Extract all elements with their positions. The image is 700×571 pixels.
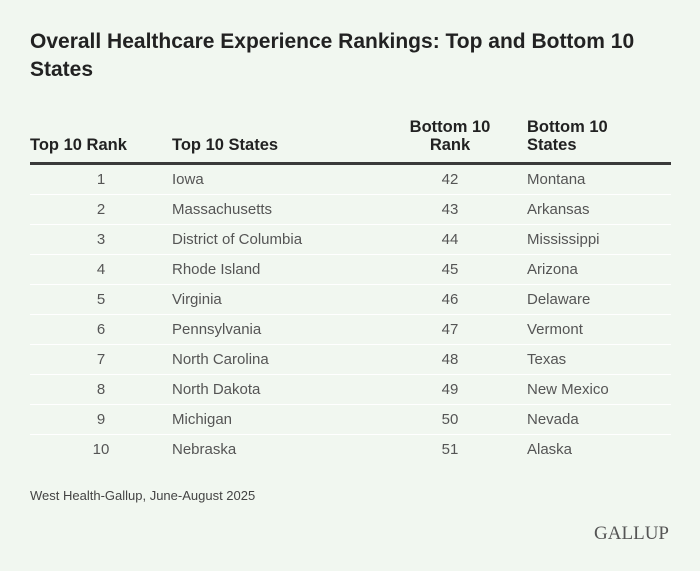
table-cell: Arkansas (513, 194, 671, 225)
table-row: 3 District of Columbia 44 Mississippi (30, 224, 671, 255)
table-cell: Montana (513, 163, 671, 195)
table-header-row: Top 10 Rank Top 10 States Bottom 10 Rank… (30, 118, 671, 165)
table-cell: 49 (387, 374, 513, 405)
table-cell: 44 (387, 224, 513, 255)
column-header: Top 10 Rank (30, 118, 172, 165)
table-cell: Arizona (513, 254, 671, 285)
column-header: Bottom 10 Rank (387, 118, 513, 165)
table-cell: 1 (30, 163, 172, 195)
table-cell: 46 (387, 284, 513, 315)
table-cell: 42 (387, 163, 513, 195)
table-cell: Rhode Island (172, 254, 387, 285)
table-cell: Mississippi (513, 224, 671, 255)
table-cell: Texas (513, 344, 671, 375)
table-cell: Nebraska (172, 441, 237, 458)
table-cell: 5 (30, 284, 172, 315)
table-cell: 43 (387, 194, 513, 225)
table-cell: 10 (92, 441, 110, 458)
table-cell: 48 (387, 344, 513, 375)
table-cell: 9 (30, 404, 172, 435)
column-header: Top 10 States (172, 118, 387, 165)
table-row: 7 North Carolina 48 Texas (30, 344, 671, 375)
column-header-text: Bottom 10 Rank (409, 118, 491, 154)
table-row: 4 Rhode Island 45 Arizona (30, 254, 671, 285)
source-note: West Health-Gallup, June-August 2025 (30, 488, 256, 503)
table-cell: Nevada (513, 404, 671, 435)
table-cell: Alaska (527, 441, 573, 458)
table-row: 5 Virginia 46 Delaware (30, 284, 671, 315)
table-row: 8 North Dakota 49 New Mexico (30, 374, 671, 405)
table-cell: Massachusetts (172, 194, 387, 225)
table-cell: 8 (30, 374, 172, 405)
table-cell: 6 (30, 314, 172, 345)
table-cell: Virginia (172, 284, 387, 315)
table-cell: Iowa (172, 163, 387, 195)
table-cell: North Dakota (172, 374, 387, 405)
table-cell: 47 (387, 314, 513, 345)
table-cell: Delaware (513, 284, 671, 315)
column-header-text: Bottom 10 States (527, 118, 608, 154)
table-cell: 4 (30, 254, 172, 285)
table-cell: 7 (30, 344, 172, 375)
table-cell: 3 (30, 224, 172, 255)
table-cell: North Carolina (172, 344, 387, 375)
table-cell: Vermont (513, 314, 671, 345)
rankings-table: Top 10 Rank Top 10 States Bottom 10 Rank… (30, 118, 671, 464)
table-cell: District of Columbia (172, 224, 387, 255)
table-row: 1 Iowa 42 Montana (30, 163, 671, 195)
chart-title: Overall Healthcare Experience Rankings: … (30, 30, 635, 81)
table-row: 6 Pennsylvania 47 Vermont (30, 314, 671, 345)
table-row: 9 Michigan 50 Nevada (30, 404, 671, 435)
table-row: 2 Massachusetts 43 Arkansas (30, 194, 671, 225)
table-cell: 45 (387, 254, 513, 285)
table-cell: 50 (387, 404, 513, 435)
column-header: Bottom 10 States (513, 118, 671, 165)
table-cell: Michigan (172, 404, 387, 435)
table-row: 10 Nebraska 51 Alaska (30, 435, 671, 465)
table-cell: Pennsylvania (172, 314, 387, 345)
gallup-logo: GALLUP (594, 523, 669, 544)
table-cell: 2 (30, 194, 172, 225)
table-cell: 51 (441, 441, 459, 458)
table-cell: New Mexico (513, 374, 671, 405)
